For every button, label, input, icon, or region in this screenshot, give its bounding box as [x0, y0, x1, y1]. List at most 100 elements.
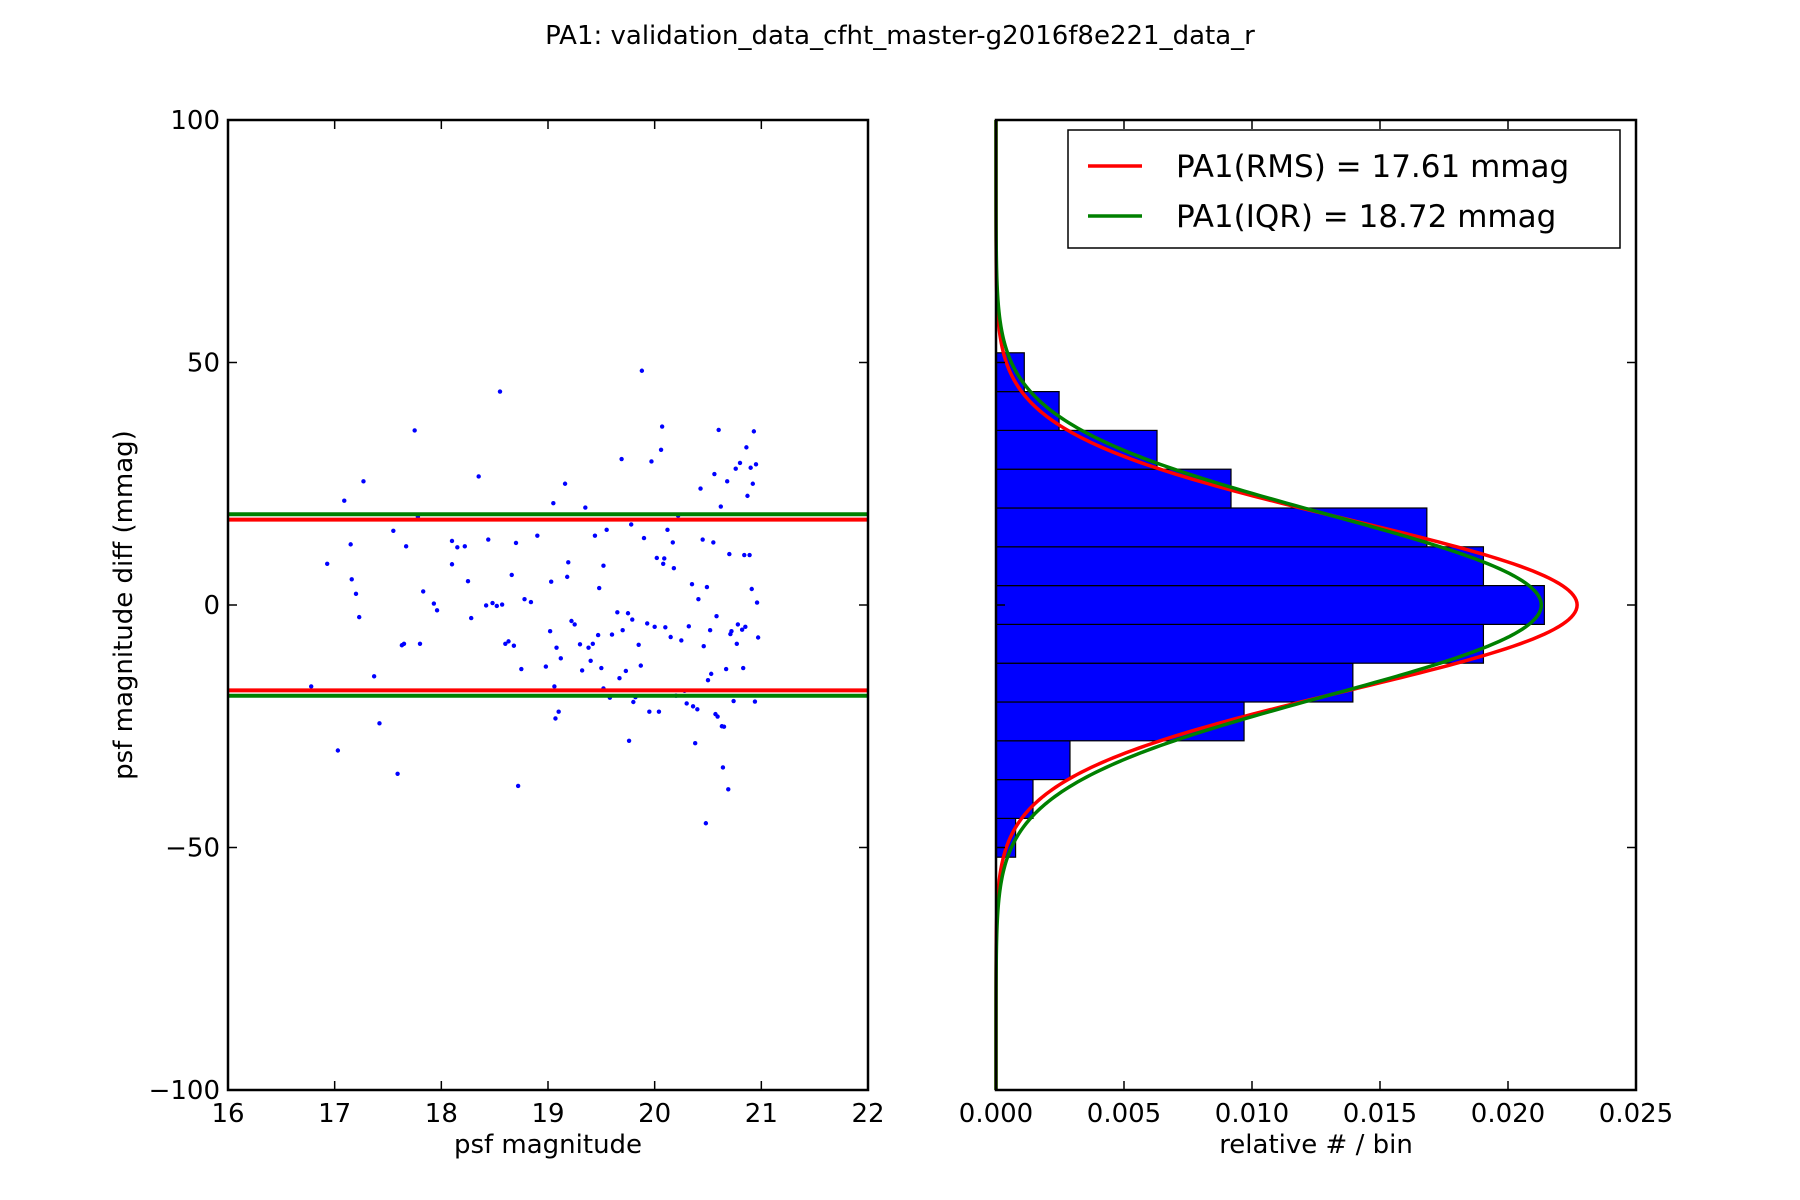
data-point — [620, 628, 625, 633]
data-point — [515, 783, 521, 789]
data-point — [476, 474, 481, 479]
data-point — [391, 528, 396, 533]
scatter-ticks: 16 17 18 19 20 21 22 100 50 0 −50 −100 — [149, 106, 885, 1129]
scatter-x-axis-label: psf magnitude — [454, 1130, 642, 1160]
data-point — [698, 486, 703, 491]
data-point — [720, 765, 726, 770]
data-point — [469, 615, 474, 621]
data-point — [671, 565, 677, 571]
data-point — [663, 625, 668, 630]
data-point — [403, 544, 409, 549]
histogram-bar — [995, 546, 1485, 587]
data-point — [652, 624, 657, 630]
data-point — [679, 638, 684, 643]
x-tick-label: 0.015 — [1343, 1099, 1417, 1129]
data-point — [670, 540, 675, 545]
data-point — [693, 741, 698, 746]
data-point — [714, 613, 719, 619]
data-point — [547, 628, 553, 634]
x-tick-label: 20 — [638, 1099, 671, 1129]
data-point — [668, 634, 673, 640]
data-point — [701, 644, 706, 649]
data-point — [615, 610, 620, 615]
data-point — [712, 471, 717, 477]
data-point — [733, 466, 738, 471]
data-point — [483, 603, 489, 608]
data-point — [604, 527, 609, 533]
x-tick-label: 18 — [425, 1099, 458, 1129]
data-point — [549, 579, 554, 584]
data-point — [731, 698, 736, 704]
data-point — [569, 618, 574, 624]
data-point — [625, 611, 631, 616]
data-point — [690, 704, 696, 709]
data-point — [700, 537, 705, 542]
data-point — [348, 542, 353, 547]
histogram-x-axis-label: relative # / bin — [1219, 1130, 1413, 1160]
data-point — [499, 602, 505, 607]
data-point — [455, 545, 460, 550]
data-point — [595, 632, 601, 638]
data-point — [711, 540, 716, 545]
data-point — [577, 642, 583, 647]
data-point — [754, 600, 760, 605]
y-tick-label: 100 — [170, 106, 220, 136]
data-point — [497, 389, 503, 394]
data-point — [513, 540, 519, 546]
x-tick-label: 22 — [851, 1099, 884, 1129]
data-point — [353, 591, 359, 597]
y-tick-label: 0 — [203, 591, 220, 621]
data-point — [704, 584, 710, 590]
data-point — [349, 577, 354, 582]
histogram-plot-area — [994, 120, 1579, 1090]
histogram-bar — [995, 584, 1545, 625]
data-point — [597, 585, 602, 591]
data-point — [645, 621, 650, 626]
histogram-bar — [995, 662, 1354, 703]
data-point — [752, 699, 758, 704]
data-point — [707, 628, 713, 633]
data-point — [734, 641, 739, 646]
data-point — [747, 552, 752, 558]
data-point — [494, 603, 499, 609]
x-tick-label: 17 — [318, 1099, 351, 1129]
data-point — [709, 671, 714, 677]
data-point — [421, 589, 426, 594]
data-point — [565, 574, 570, 580]
data-point — [558, 656, 563, 661]
data-point — [741, 665, 746, 671]
data-point — [449, 538, 455, 544]
data-point — [522, 596, 527, 602]
data-point — [590, 641, 595, 646]
legend-rms-label: PA1(RMS) = 17.61 mmag — [1176, 149, 1569, 185]
data-point — [721, 724, 727, 729]
scatter-axes-frame — [226, 118, 870, 1092]
data-point — [309, 684, 314, 689]
data-point — [726, 787, 731, 792]
data-point — [743, 624, 748, 630]
data-point — [626, 738, 632, 743]
y-tick-label: −50 — [165, 834, 220, 864]
data-point — [543, 664, 549, 669]
data-point — [566, 560, 571, 565]
data-point — [735, 622, 741, 627]
data-point — [745, 493, 750, 499]
data-point — [705, 677, 711, 683]
data-point — [583, 505, 588, 510]
data-point — [662, 556, 667, 561]
data-point — [412, 428, 417, 433]
data-point — [535, 533, 540, 538]
data-point — [686, 624, 691, 629]
data-point — [737, 460, 743, 466]
data-point — [377, 721, 382, 726]
x-tick-label: 0.025 — [1599, 1099, 1673, 1129]
data-point — [588, 658, 593, 663]
data-point — [551, 500, 556, 506]
data-point — [509, 572, 514, 578]
data-point — [742, 552, 747, 558]
data-point — [528, 599, 534, 605]
data-point — [749, 586, 754, 592]
data-point — [572, 622, 577, 627]
data-point — [715, 714, 720, 719]
data-point — [703, 821, 709, 826]
